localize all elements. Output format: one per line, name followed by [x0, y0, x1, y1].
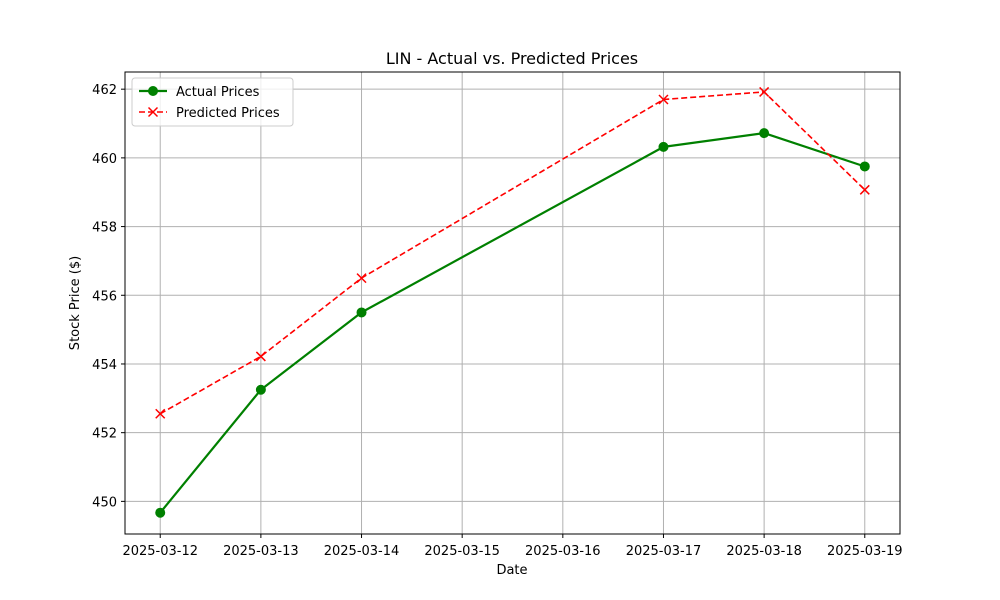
- data-point-marker: [759, 86, 770, 97]
- x-tick-label: 2025-03-14: [324, 544, 400, 559]
- grid-lines: [125, 72, 900, 534]
- data-point-marker: [255, 384, 266, 395]
- chart-title: LIN - Actual vs. Predicted Prices: [386, 49, 638, 68]
- data-point-marker: [148, 86, 158, 96]
- data-point-marker: [155, 507, 166, 518]
- series-actual-prices: [155, 128, 870, 518]
- y-tick-label: 452: [92, 427, 117, 442]
- data-point-marker: [859, 184, 870, 195]
- legend: Actual Prices Predicted Prices: [131, 77, 294, 127]
- series-line: [159, 91, 866, 415]
- legend-entry: Actual Prices: [139, 85, 260, 100]
- legend-entry: Predicted Prices: [139, 106, 280, 121]
- x-axis-label: Date: [496, 563, 527, 578]
- x-tick-label: 2025-03-13: [223, 544, 299, 559]
- series-predicted-prices: [155, 86, 870, 419]
- legend-label: Actual Prices: [176, 85, 260, 100]
- legend-frame: [131, 77, 294, 127]
- y-tick-label: 458: [92, 221, 117, 236]
- y-tick-label: 450: [92, 495, 117, 510]
- series-line: [159, 132, 866, 514]
- y-tick-label: 454: [92, 358, 117, 373]
- y-axis-label: Stock Price ($): [68, 256, 83, 350]
- x-tick-label: 2025-03-12: [122, 544, 198, 559]
- data-point-marker: [356, 273, 367, 284]
- data-point-marker: [658, 94, 669, 105]
- data-point-marker: [759, 128, 770, 139]
- x-tick-label: 2025-03-17: [626, 544, 702, 559]
- legend-label: Predicted Prices: [176, 106, 280, 121]
- x-tick-label: 2025-03-16: [525, 544, 601, 559]
- x-tick-label: 2025-03-19: [827, 544, 903, 559]
- x-axis-ticks: 2025-03-12 2025-03-13 2025-03-14 2025-03-15…: [122, 534, 903, 559]
- data-point-marker: [155, 408, 166, 419]
- y-axis-ticks: 450 452 454 456 458 460 462: [92, 83, 125, 510]
- data-point-marker: [859, 161, 870, 172]
- data-point-marker: [356, 307, 367, 318]
- x-tick-label: 2025-03-15: [424, 544, 500, 559]
- y-tick-label: 462: [92, 83, 117, 98]
- series-layer: [155, 86, 870, 518]
- x-tick-label: 2025-03-18: [726, 544, 802, 559]
- y-tick-label: 456: [92, 289, 117, 304]
- data-point-marker: [147, 106, 159, 118]
- plot-area-frame: [124, 71, 901, 535]
- data-point-marker: [255, 351, 266, 362]
- data-point-marker: [658, 141, 669, 152]
- y-tick-label: 460: [92, 152, 117, 167]
